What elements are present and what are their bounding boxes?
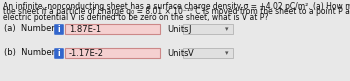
Text: 1.87E-1: 1.87E-1 xyxy=(69,24,101,34)
Bar xyxy=(65,48,160,58)
Text: ▾: ▾ xyxy=(225,50,229,56)
Bar xyxy=(183,48,233,58)
Text: V: V xyxy=(188,49,194,58)
Text: An infinite, nonconducting sheet has a surface charge density σ = +4.02 pC/m². (: An infinite, nonconducting sheet has a s… xyxy=(3,2,350,11)
Text: ▾: ▾ xyxy=(225,26,229,32)
Text: i: i xyxy=(58,25,60,34)
FancyBboxPatch shape xyxy=(54,24,64,35)
Text: (a)  Number: (a) Number xyxy=(4,24,55,34)
Bar xyxy=(65,24,160,34)
Text: (b)  Number: (b) Number xyxy=(4,49,55,58)
Text: -1.17E-2: -1.17E-2 xyxy=(69,49,104,58)
Text: i: i xyxy=(58,49,60,58)
Bar xyxy=(183,24,233,34)
Text: Units: Units xyxy=(167,24,189,34)
Text: J: J xyxy=(188,24,190,34)
Text: Units: Units xyxy=(167,49,189,58)
FancyBboxPatch shape xyxy=(54,48,64,59)
Text: the sheet if a particle of charge q₀ = 8.01 × 10⁻¹⁹ C is moved from the sheet to: the sheet if a particle of charge q₀ = 8… xyxy=(3,8,350,17)
Text: electric potential V is defined to be zero on the sheet, what is V at P?: electric potential V is defined to be ze… xyxy=(3,13,268,22)
